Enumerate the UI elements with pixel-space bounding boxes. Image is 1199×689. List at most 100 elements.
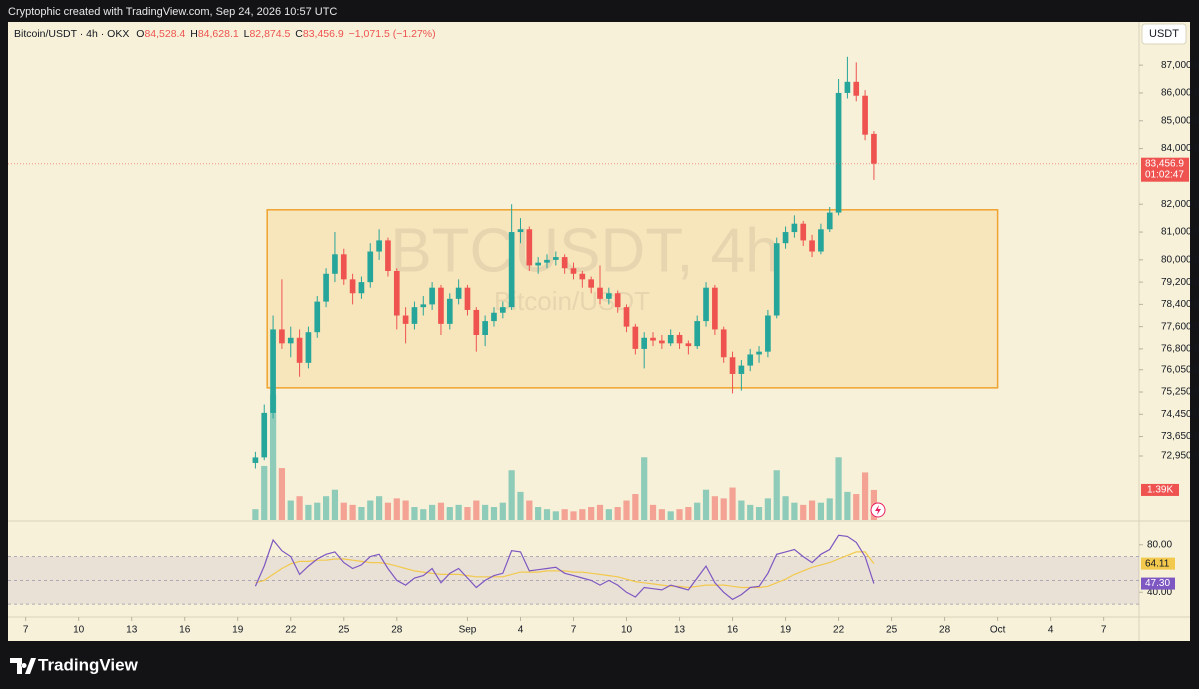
volume-bar: [694, 502, 701, 520]
header: Cryptophic created with TradingView.com,…: [8, 6, 337, 18]
tv-logo: TradingView: [10, 655, 139, 674]
y-tick-label: 81,000.0: [1161, 227, 1199, 238]
volume-bar: [323, 496, 330, 520]
candle-body: [588, 279, 594, 288]
y-tick-label: 85,000.0: [1161, 115, 1199, 126]
volume-bar: [561, 509, 568, 520]
y-tick-label: 80,000.0: [1161, 255, 1199, 266]
rsi-box: [1141, 577, 1175, 590]
candle-body: [606, 293, 612, 299]
volume-bar: [738, 500, 745, 520]
candle-body: [597, 287, 603, 299]
volume-bar: [623, 500, 630, 520]
candle-body: [809, 240, 815, 252]
volume-bar: [543, 509, 551, 520]
volume-bar: [535, 507, 542, 520]
x-tick-label: 4: [1048, 625, 1054, 636]
candle-body: [420, 304, 427, 308]
currency[interactable]: USDT: [1149, 28, 1179, 40]
volume-bar: [384, 502, 392, 520]
volume-bar: [552, 511, 559, 520]
volume-label: 1.39K: [1147, 485, 1173, 496]
alert-icon[interactable]: [870, 502, 886, 518]
x-tick-label: 19: [232, 625, 244, 636]
candle-body: [871, 133, 877, 164]
candle-body: [517, 229, 524, 233]
legend-value: 82,874.5: [249, 28, 290, 40]
candle-body: [844, 81, 851, 93]
volume-bar: [499, 502, 506, 520]
candle-body: [482, 321, 488, 335]
volume-bar: [641, 457, 648, 520]
volume-bar: [314, 502, 321, 520]
logo-mark: [10, 658, 36, 674]
volume-bar: [729, 487, 736, 520]
y-tick-label: 76,050.0: [1161, 364, 1199, 375]
volume-bar: [402, 500, 409, 520]
volume-bar: [667, 511, 674, 520]
volume-bar: [720, 498, 727, 520]
candle-body: [694, 321, 701, 347]
legend: Bitcoin/USDT · 4h · OKX O84,528.4 H84,62…: [14, 28, 436, 40]
volume-bar: [826, 498, 833, 520]
candle-body: [402, 315, 409, 324]
y-tick-label: 87,000.0: [1161, 60, 1199, 71]
candle-body: [446, 298, 453, 324]
x-tick-label: 22: [285, 625, 297, 636]
x-tick-label: 10: [621, 625, 633, 636]
volume-bar: [437, 502, 445, 520]
volume-bar: [269, 394, 277, 520]
plot: [8, 56, 1139, 520]
alert-bolt[interactable]: [875, 505, 881, 515]
volume-bar: [808, 500, 816, 520]
candle-body: [367, 251, 374, 283]
volume-bar: [331, 489, 339, 520]
volume-bar: [367, 500, 374, 520]
x-tick-label: 10: [73, 625, 85, 636]
volume-bar: [676, 509, 683, 520]
y-tick-label: 74,450.0: [1161, 409, 1199, 420]
candle-body: [632, 326, 639, 349]
volume-bar: [464, 507, 471, 520]
currency-box[interactable]: [1141, 23, 1187, 45]
candle-body: [287, 337, 294, 344]
candle-body: [862, 95, 868, 135]
candle-body: [720, 329, 727, 358]
last-price-label: 83,456.9: [1145, 158, 1184, 169]
candle-body: [765, 315, 771, 352]
volume-bar: [861, 472, 869, 520]
candle-body: [455, 287, 462, 299]
volume-bar: [490, 507, 498, 520]
candle-body: [782, 232, 789, 244]
volume-bar: [596, 504, 604, 520]
candle-body: [252, 457, 259, 463]
volume-bar: [588, 507, 595, 520]
volume-bar: [764, 498, 771, 520]
x-tick-label: 13: [126, 625, 138, 636]
x-tick-label: 13: [674, 625, 686, 636]
candle-body: [349, 279, 356, 294]
candle-body: [756, 351, 762, 355]
volume-label-box: [1141, 483, 1179, 496]
volume-bar: [702, 489, 710, 520]
candle-body: [703, 287, 709, 322]
candle-body: [685, 343, 692, 347]
volume-bar: [446, 507, 453, 520]
x-tick-label: 16: [727, 625, 739, 636]
candle-body: [570, 268, 577, 274]
candle-body: [385, 240, 391, 271]
x-tick-label: 22: [833, 625, 845, 636]
y-tick-label: 84,000.0: [1161, 143, 1199, 154]
volume-bar: [755, 507, 763, 520]
volume-bar: [632, 494, 639, 520]
legend-key: O: [136, 28, 144, 40]
candle-body: [499, 307, 506, 313]
volume-bar: [349, 504, 356, 520]
volume-bar: [261, 465, 268, 520]
volume-bar: [287, 500, 294, 520]
candle-body: [561, 257, 568, 269]
rsi-tick-label: 80.00: [1147, 539, 1172, 550]
candle-body: [314, 301, 321, 333]
legend-key: H: [190, 28, 198, 40]
